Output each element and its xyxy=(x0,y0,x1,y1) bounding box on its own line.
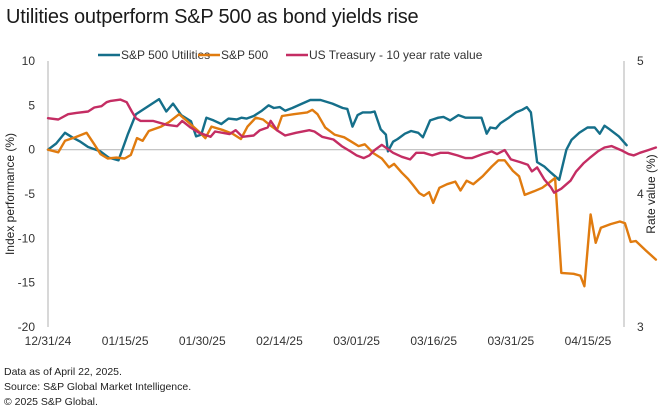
x-tick-label: 04/15/25 xyxy=(565,334,612,348)
legend-label: US Treasury - 10 year rate value xyxy=(309,48,483,62)
axes: 10 5 0 -5 -10 -15 -20 5 4 3 12/31/24 01/15/25 01/30/… xyxy=(3,54,658,348)
footer-date-note: Data as of April 22, 2025. xyxy=(4,366,122,378)
y-tick-label: -20 xyxy=(18,320,36,334)
legend-label: S&P 500 xyxy=(221,48,268,62)
series-lines xyxy=(46,97,658,288)
y2-tick-label: 3 xyxy=(637,320,644,334)
y2-tick-label: 5 xyxy=(637,54,644,68)
y-tick-label: -10 xyxy=(18,231,36,245)
y2-tick-label: 4 xyxy=(637,187,644,201)
treasury-line xyxy=(46,98,658,194)
y-tick-label: -5 xyxy=(24,187,35,201)
y-tick-label: 0 xyxy=(28,143,35,157)
footer-source: Source: S&P Global Market Intelligence. xyxy=(4,381,192,393)
legend: S&P 500 Utilities S&P 500 US Treasury - 10… xyxy=(98,48,483,62)
utilities-line xyxy=(46,97,628,182)
legend-label: S&P 500 Utilities xyxy=(121,48,210,62)
y-tick-label: 10 xyxy=(22,54,36,68)
y-tick-label: -15 xyxy=(18,276,36,290)
x-tick-label: 03/31/25 xyxy=(487,334,534,348)
x-tick-label: 02/14/25 xyxy=(256,334,303,348)
y-tick-label: 5 xyxy=(28,98,35,112)
x-tick-label: 03/01/25 xyxy=(333,334,380,348)
x-tick-label: 12/31/24 xyxy=(25,334,72,348)
x-tick-label: 01/30/25 xyxy=(179,334,226,348)
x-tick-label: 01/15/25 xyxy=(102,334,149,348)
x-tick-label: 03/16/25 xyxy=(410,334,457,348)
y2-axis-label: Rate value (%) xyxy=(644,154,658,233)
y-axis-label: Index performance (%) xyxy=(3,133,17,255)
chart-title: Utilities outperform S&P 500 as bond yie… xyxy=(6,6,419,28)
sp500-line xyxy=(46,108,658,288)
footer-copyright: © 2025 S&P Global. xyxy=(4,396,98,408)
